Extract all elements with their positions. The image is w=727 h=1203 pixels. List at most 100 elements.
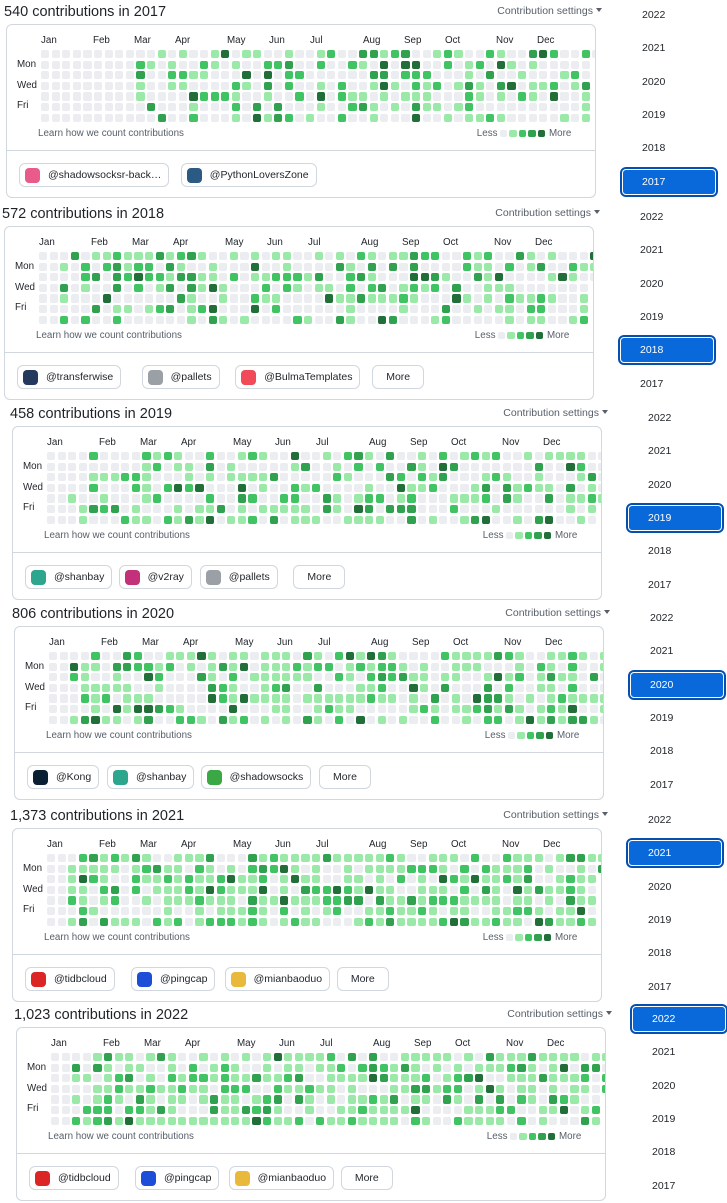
contribution-day[interactable] — [239, 673, 249, 682]
contribution-day[interactable] — [163, 907, 172, 916]
contribution-day[interactable] — [365, 917, 374, 926]
contribution-day[interactable] — [322, 483, 331, 493]
contribution-day[interactable] — [157, 60, 166, 69]
contribution-day[interactable] — [68, 515, 77, 524]
contribution-day[interactable] — [306, 50, 315, 59]
contribution-day[interactable] — [304, 273, 313, 282]
contribution-day[interactable] — [178, 1063, 187, 1072]
contribution-day[interactable] — [269, 896, 278, 905]
contribution-day[interactable] — [390, 81, 400, 91]
contribution-day[interactable] — [110, 907, 119, 916]
contribution-day[interactable] — [47, 452, 56, 461]
contribution-day[interactable] — [386, 864, 395, 873]
contribution-day[interactable] — [581, 60, 590, 69]
contribution-day[interactable] — [369, 103, 378, 112]
contribution-day[interactable] — [47, 864, 56, 873]
contribution-day[interactable] — [460, 854, 469, 863]
contribution-day[interactable] — [227, 917, 236, 926]
contribution-day[interactable] — [136, 92, 145, 101]
contribution-day[interactable] — [513, 473, 522, 482]
contribution-day[interactable] — [549, 1106, 558, 1115]
contribution-day[interactable] — [418, 864, 427, 873]
contribution-day[interactable] — [112, 652, 121, 661]
contribution-day[interactable] — [176, 662, 185, 671]
contribution-day[interactable] — [367, 715, 376, 724]
contribution-day[interactable] — [326, 1106, 335, 1115]
contribution-day[interactable] — [70, 673, 79, 682]
contribution-day[interactable] — [220, 1116, 229, 1125]
contribution-day[interactable] — [566, 875, 575, 884]
contribution-day[interactable] — [61, 1116, 70, 1125]
contribution-day[interactable] — [125, 71, 135, 80]
contribution-day[interactable] — [174, 917, 183, 926]
contribution-day[interactable] — [316, 92, 325, 101]
contribution-day[interactable] — [72, 1074, 81, 1083]
contribution-day[interactable] — [263, 113, 272, 122]
contribution-day[interactable] — [475, 1053, 484, 1062]
contribution-day[interactable] — [367, 705, 376, 714]
contribution-day[interactable] — [528, 1116, 537, 1125]
contribution-day[interactable] — [83, 50, 92, 59]
contribution-day[interactable] — [431, 252, 440, 261]
contribution-day[interactable] — [210, 1084, 219, 1094]
contribution-day[interactable] — [507, 103, 516, 112]
contribution-day[interactable] — [337, 1063, 346, 1072]
contribution-day[interactable] — [241, 1116, 251, 1125]
contribution-day[interactable] — [346, 252, 355, 261]
contribution-day[interactable] — [534, 452, 543, 461]
contribution-day[interactable] — [528, 103, 537, 112]
contribution-day[interactable] — [269, 515, 278, 524]
contribution-day[interactable] — [176, 683, 185, 693]
contribution-day[interactable] — [60, 315, 69, 324]
contribution-day[interactable] — [579, 683, 588, 693]
contribution-day[interactable] — [524, 505, 533, 514]
contribution-day[interactable] — [348, 81, 357, 91]
organization-badge[interactable]: @pallets — [199, 565, 278, 589]
contribution-day[interactable] — [195, 854, 204, 863]
contribution-day[interactable] — [566, 854, 575, 863]
contribution-day[interactable] — [145, 273, 154, 282]
contribution-day[interactable] — [432, 1053, 441, 1062]
contribution-day[interactable] — [57, 917, 66, 926]
contribution-day[interactable] — [365, 854, 374, 863]
contribution-day[interactable] — [314, 705, 323, 714]
contribution-day[interactable] — [100, 896, 109, 905]
contribution-day[interactable] — [526, 683, 535, 693]
contribution-day[interactable] — [231, 71, 241, 80]
contribution-day[interactable] — [240, 273, 249, 282]
contribution-day[interactable] — [231, 1095, 240, 1104]
contribution-day[interactable] — [168, 113, 177, 122]
contribution-day[interactable] — [549, 103, 559, 112]
contribution-day[interactable] — [505, 273, 514, 282]
contribution-day[interactable] — [581, 1063, 590, 1072]
contribution-day[interactable] — [568, 694, 577, 703]
contribution-day[interactable] — [486, 113, 495, 122]
contribution-day[interactable] — [195, 462, 204, 471]
contribution-day[interactable] — [57, 907, 66, 916]
contribution-day[interactable] — [189, 81, 198, 91]
contribution-day[interactable] — [284, 1053, 293, 1062]
contribution-day[interactable] — [269, 473, 278, 482]
contribution-day[interactable] — [409, 683, 418, 693]
contribution-day[interactable] — [327, 113, 336, 122]
contribution-day[interactable] — [502, 473, 512, 482]
contribution-day[interactable] — [327, 60, 336, 69]
contribution-day[interactable] — [219, 283, 228, 293]
contribution-day[interactable] — [365, 462, 374, 471]
contribution-day[interactable] — [326, 1074, 335, 1083]
contribution-day[interactable] — [102, 715, 111, 724]
contribution-day[interactable] — [324, 662, 333, 671]
contribution-day[interactable] — [280, 483, 289, 493]
contribution-day[interactable] — [326, 1095, 335, 1104]
contribution-day[interactable] — [144, 705, 153, 714]
contribution-day[interactable] — [463, 262, 472, 271]
contribution-day[interactable] — [305, 1106, 314, 1115]
contribution-day[interactable] — [216, 917, 225, 926]
contribution-day[interactable] — [165, 683, 174, 693]
contribution-day[interactable] — [51, 71, 60, 80]
contribution-day[interactable] — [439, 462, 448, 471]
contribution-day[interactable] — [475, 1095, 484, 1104]
contribution-day[interactable] — [195, 494, 204, 503]
contribution-day[interactable] — [337, 60, 347, 69]
contribution-day[interactable] — [513, 854, 522, 863]
